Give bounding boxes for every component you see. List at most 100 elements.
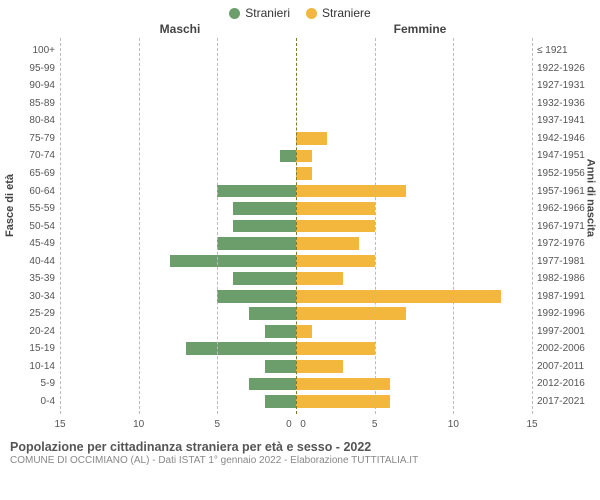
bar-male: [217, 237, 296, 250]
chart: Fasce di età Anni di nascita 100+≤ 19219…: [8, 38, 592, 436]
bar-female: [296, 255, 375, 268]
birth-year-label: 1977-1981: [532, 256, 585, 267]
bar-male: [265, 395, 296, 408]
age-label: 0-4: [41, 396, 60, 407]
age-label: 30-34: [29, 291, 60, 302]
age-label: 20-24: [29, 326, 60, 337]
birth-year-label: 1972-1976: [532, 238, 585, 249]
age-label: 5-9: [41, 378, 60, 389]
age-label: 85-89: [29, 98, 60, 109]
bar-female: [296, 342, 375, 355]
birth-year-label: 1947-1951: [532, 150, 585, 161]
birth-year-label: 1922-1926: [532, 63, 585, 74]
bar-male: [249, 307, 296, 320]
birth-year-label: 1957-1961: [532, 186, 585, 197]
birth-year-label: 1932-1936: [532, 98, 585, 109]
x-tick: 0: [286, 419, 292, 430]
bar-male: [217, 185, 296, 198]
bar-female: [296, 307, 406, 320]
bar-male: [280, 150, 296, 163]
gridline: [60, 38, 61, 414]
age-label: 70-74: [29, 150, 60, 161]
bar-male: [265, 360, 296, 373]
chart-title: Popolazione per cittadinanza straniera p…: [10, 440, 590, 454]
bar-male: [233, 202, 296, 215]
legend-item-female: Straniere: [306, 6, 371, 20]
gridline: [139, 38, 140, 414]
bar-female: [296, 325, 312, 338]
gridline: [375, 38, 376, 414]
birth-year-label: 2002-2006: [532, 343, 585, 354]
gridline: [453, 38, 454, 414]
birth-year-label: 1942-1946: [532, 133, 585, 144]
age-label: 60-64: [29, 186, 60, 197]
birth-year-label: 1992-1996: [532, 308, 585, 319]
bar-female: [296, 202, 375, 215]
bar-female: [296, 132, 327, 145]
bar-male: [249, 378, 296, 391]
bar-female: [296, 290, 501, 303]
bar-male: [233, 220, 296, 233]
bar-female: [296, 220, 375, 233]
birth-year-label: 2017-2021: [532, 396, 585, 407]
x-tick: 15: [526, 419, 537, 430]
footer: Popolazione per cittadinanza straniera p…: [0, 436, 600, 466]
bar-female: [296, 167, 312, 180]
bar-male: [265, 325, 296, 338]
birth-year-label: 1927-1931: [532, 80, 585, 91]
age-label: 15-19: [29, 343, 60, 354]
x-tick: 10: [133, 419, 144, 430]
age-label: 55-59: [29, 203, 60, 214]
bar-female: [296, 150, 312, 163]
gridline: [217, 38, 218, 414]
chart-subtitle: COMUNE DI OCCIMIANO (AL) - Dati ISTAT 1°…: [10, 454, 590, 466]
birth-year-label: 1937-1941: [532, 115, 585, 126]
birth-year-label: 1982-1986: [532, 273, 585, 284]
age-label: 90-94: [29, 80, 60, 91]
legend-item-male: Stranieri: [229, 6, 290, 20]
birth-year-label: 1987-1991: [532, 291, 585, 302]
age-label: 75-79: [29, 133, 60, 144]
x-tick: 5: [372, 419, 378, 430]
bar-male: [217, 290, 296, 303]
x-tick: 5: [215, 419, 221, 430]
centerline: [296, 38, 297, 414]
x-tick: 0: [300, 419, 306, 430]
birth-year-label: 2007-2011: [532, 361, 584, 372]
y-axis-title-right: Anni di nascita: [584, 159, 596, 237]
age-label: 95-99: [29, 63, 60, 74]
birth-year-label: 1967-1971: [532, 221, 585, 232]
legend-swatch-male: [229, 8, 240, 19]
plot-area: 100+≤ 192195-991922-192690-941927-193185…: [60, 38, 532, 414]
legend: Stranieri Straniere: [0, 0, 600, 22]
bar-female: [296, 378, 390, 391]
y-axis-title-left: Fasce di età: [4, 174, 16, 237]
header-right: Femmine: [300, 22, 540, 36]
bar-female: [296, 395, 390, 408]
bar-male: [170, 255, 296, 268]
legend-label-female: Straniere: [322, 6, 371, 20]
age-label: 25-29: [29, 308, 60, 319]
column-headers: Maschi Femmine: [0, 22, 600, 38]
bar-female: [296, 237, 359, 250]
age-label: 45-49: [29, 238, 60, 249]
age-label: 65-69: [29, 168, 60, 179]
birth-year-label: 1997-2001: [532, 326, 585, 337]
legend-label-male: Stranieri: [245, 6, 290, 20]
legend-swatch-female: [306, 8, 317, 19]
birth-year-label: 1962-1966: [532, 203, 585, 214]
x-tick: 15: [54, 419, 65, 430]
header-left: Maschi: [60, 22, 300, 36]
x-tick: 10: [448, 419, 459, 430]
age-label: 35-39: [29, 273, 60, 284]
x-axis: 151050051015: [60, 416, 532, 436]
bar-male: [233, 272, 296, 285]
birth-year-label: ≤ 1921: [532, 45, 568, 56]
bar-male: [186, 342, 296, 355]
gridline: [532, 38, 533, 414]
age-label: 100+: [32, 45, 60, 56]
birth-year-label: 2012-2016: [532, 378, 585, 389]
bar-female: [296, 272, 343, 285]
age-label: 40-44: [29, 256, 60, 267]
age-label: 80-84: [29, 115, 60, 126]
